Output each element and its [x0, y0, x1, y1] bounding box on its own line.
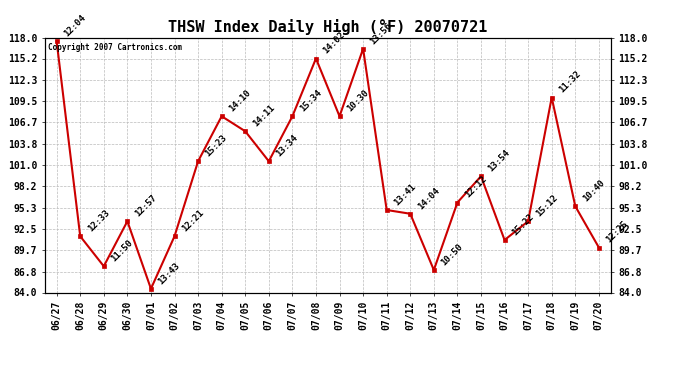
Text: 12:33: 12:33: [86, 208, 111, 234]
Text: 13:43: 13:43: [157, 261, 182, 286]
Text: Copyright 2007 Cartronics.com: Copyright 2007 Cartronics.com: [48, 43, 181, 52]
Text: 12:21: 12:21: [180, 208, 206, 234]
Text: 15:23: 15:23: [204, 133, 229, 159]
Text: 13:34: 13:34: [275, 133, 299, 159]
Text: 14:11: 14:11: [250, 103, 276, 129]
Text: 12:25: 12:25: [604, 219, 630, 245]
Text: 10:30: 10:30: [345, 88, 371, 114]
Text: 12:12: 12:12: [463, 174, 489, 200]
Text: 13:41: 13:41: [392, 182, 417, 207]
Text: 15:12: 15:12: [533, 193, 559, 219]
Text: 11:50: 11:50: [109, 238, 135, 264]
Title: THSW Index Daily High (°F) 20070721: THSW Index Daily High (°F) 20070721: [168, 19, 487, 35]
Text: 13:56: 13:56: [368, 21, 394, 46]
Text: 10:50: 10:50: [440, 242, 465, 267]
Text: 13:54: 13:54: [486, 148, 512, 174]
Text: 14:04: 14:04: [416, 186, 441, 211]
Text: 14:10: 14:10: [227, 88, 253, 114]
Text: 15:34: 15:34: [298, 88, 324, 114]
Text: 14:02: 14:02: [322, 30, 347, 56]
Text: 12:57: 12:57: [133, 193, 158, 219]
Text: 10:40: 10:40: [581, 178, 607, 204]
Text: 11:32: 11:32: [558, 69, 582, 95]
Text: 12:04: 12:04: [62, 13, 88, 39]
Text: 15:22: 15:22: [510, 212, 535, 237]
